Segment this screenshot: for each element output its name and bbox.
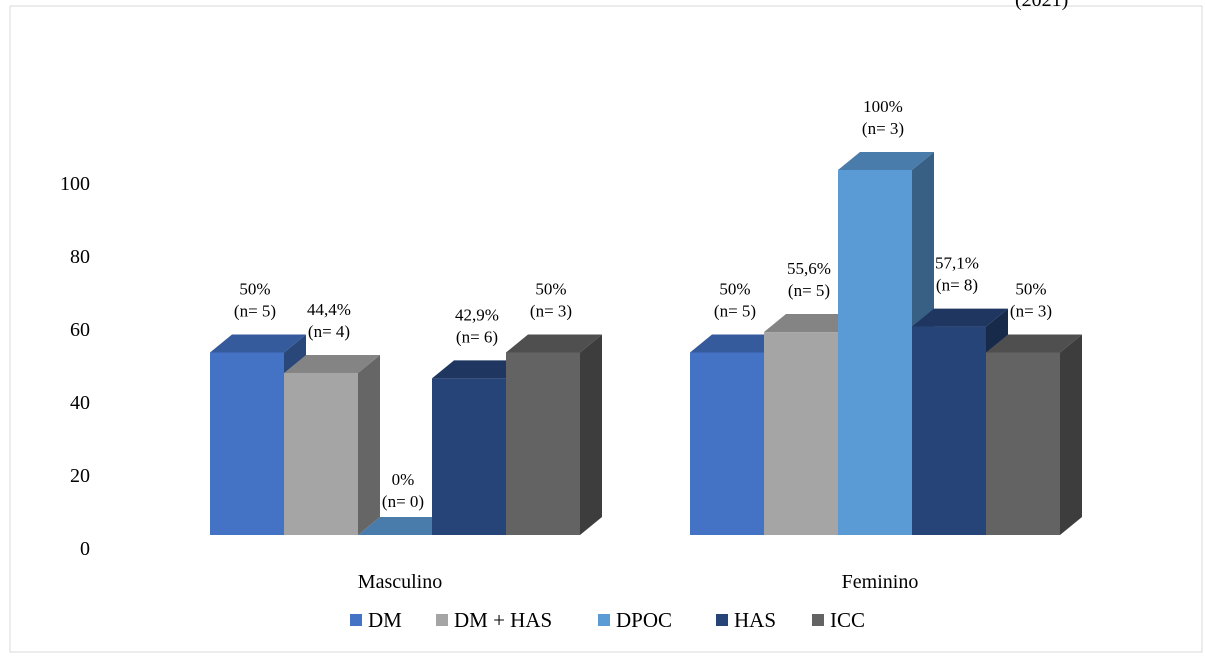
y-tick-label: 60 [70, 319, 90, 341]
legend-label: DPOC [616, 608, 672, 632]
data-label-count: (n= 3) [1010, 302, 1052, 321]
y-axis: 0 20 40 60 80 100 [60, 173, 90, 560]
bar-front-face [838, 170, 912, 535]
bar-front-face [506, 352, 580, 535]
bar-front-face [284, 372, 358, 535]
bar-front-face [764, 332, 838, 535]
data-label-count: (n= 3) [530, 302, 572, 321]
bar-top-face [986, 334, 1082, 353]
legend-swatch [350, 614, 362, 626]
legend-swatch [716, 614, 728, 626]
data-label-percent: 50% [719, 280, 750, 299]
data-label-count: (n= 5) [234, 302, 276, 321]
bar-top-face [506, 334, 602, 353]
bar-top-face [210, 334, 306, 353]
bar-front-face [210, 352, 284, 535]
bar-side-face [1060, 334, 1082, 535]
data-label-count: (n= 3) [862, 119, 904, 138]
data-label-count: (n= 0) [382, 492, 424, 511]
y-tick-label: 80 [70, 246, 90, 268]
bar-top-face [690, 334, 786, 353]
bar [284, 354, 380, 535]
data-label-percent: 57,1% [935, 254, 979, 273]
data-label-percent: 50% [535, 280, 566, 299]
bar [986, 334, 1082, 535]
header-text: (2021) [1015, 0, 1068, 11]
bar-top-face [432, 360, 528, 379]
bar-top-face [912, 308, 1008, 327]
data-label-percent: 50% [1015, 280, 1046, 299]
bar-front-face [912, 326, 986, 535]
data-label-percent: 50% [239, 280, 270, 299]
data-label-percent: 44,4% [307, 300, 351, 319]
legend-label: DM + HAS [454, 608, 552, 632]
y-tick-label: 100 [60, 173, 90, 195]
bar [358, 517, 454, 535]
legend-swatch [436, 614, 448, 626]
bar-top-face [284, 354, 380, 373]
legend: DM DM + HAS DPOC HAS ICC [350, 608, 865, 632]
bar-side-face [580, 334, 602, 535]
x-axis: Masculino Feminino [358, 571, 919, 593]
data-label-count: (n= 5) [714, 302, 756, 321]
bar-front-face [432, 378, 506, 535]
y-tick-label: 0 [80, 538, 90, 560]
bar [506, 334, 602, 535]
legend-swatch [812, 614, 824, 626]
x-category-label: Feminino [842, 571, 919, 593]
y-tick-label: 20 [70, 465, 90, 487]
legend-label: ICC [830, 608, 865, 632]
bar-top-face [358, 517, 454, 535]
x-category-label: Masculino [358, 571, 442, 593]
legend-swatch [598, 614, 610, 626]
bar-front-face [986, 352, 1060, 535]
legend-label: HAS [734, 608, 776, 632]
data-label-percent: 42,9% [455, 305, 499, 324]
chart-frame [9, 5, 1203, 653]
data-label-count: (n= 8) [936, 276, 978, 295]
data-label-percent: 100% [863, 97, 903, 116]
data-label-percent: 0% [392, 470, 415, 489]
bar-top-face [838, 152, 934, 170]
data-label-count: (n= 4) [308, 322, 350, 341]
bar-top-face [764, 314, 860, 333]
data-label-count: (n= 5) [788, 281, 830, 300]
legend-label: DM [368, 608, 402, 632]
bar-front-face [690, 352, 764, 535]
data-label-percent: 55,6% [787, 259, 831, 278]
y-tick-label: 40 [70, 392, 90, 414]
bar-side-face [358, 354, 380, 535]
data-labels-group: 50% (n= 5) 44,4% (n= 4) 0% (n= 0) 42,9% (n= 6) 5… [234, 97, 1052, 511]
bars-group [210, 152, 1082, 535]
data-label-count: (n= 6) [456, 327, 498, 346]
